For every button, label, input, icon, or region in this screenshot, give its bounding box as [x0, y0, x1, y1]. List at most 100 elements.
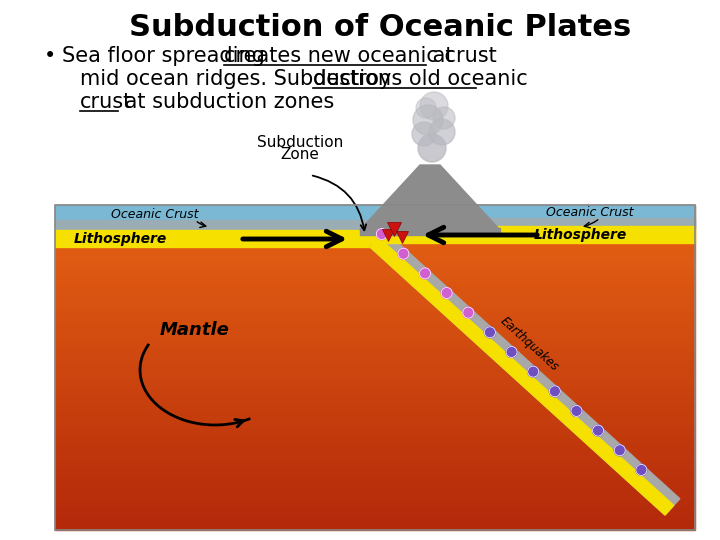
- Circle shape: [416, 98, 436, 118]
- Polygon shape: [55, 476, 695, 481]
- Polygon shape: [55, 243, 695, 248]
- Text: destroys old oceanic: destroys old oceanic: [313, 69, 528, 89]
- Text: Subduction: Subduction: [257, 135, 343, 150]
- Circle shape: [571, 406, 582, 416]
- Circle shape: [528, 366, 539, 377]
- Polygon shape: [370, 231, 680, 515]
- Circle shape: [485, 327, 495, 338]
- Polygon shape: [55, 254, 695, 259]
- Circle shape: [463, 307, 474, 318]
- Polygon shape: [55, 508, 695, 514]
- Polygon shape: [55, 356, 695, 362]
- Polygon shape: [55, 406, 695, 411]
- Polygon shape: [55, 443, 695, 449]
- Text: •: •: [44, 46, 56, 66]
- Polygon shape: [55, 519, 695, 524]
- Text: crust: crust: [80, 92, 132, 112]
- Text: Earthquakes: Earthquakes: [498, 315, 562, 374]
- Polygon shape: [55, 346, 695, 351]
- Polygon shape: [370, 218, 695, 228]
- Text: Lithosphere: Lithosphere: [73, 232, 166, 246]
- Circle shape: [636, 464, 647, 475]
- Polygon shape: [55, 205, 695, 211]
- Polygon shape: [55, 308, 695, 313]
- Polygon shape: [55, 503, 695, 508]
- Polygon shape: [55, 211, 695, 216]
- Polygon shape: [55, 281, 695, 286]
- Polygon shape: [55, 427, 695, 433]
- Polygon shape: [55, 514, 695, 519]
- Circle shape: [413, 105, 443, 135]
- Text: Oceanic Crust: Oceanic Crust: [112, 207, 199, 220]
- Polygon shape: [55, 319, 695, 324]
- Circle shape: [398, 248, 409, 259]
- Polygon shape: [55, 324, 695, 329]
- Circle shape: [506, 347, 517, 357]
- Polygon shape: [55, 270, 695, 275]
- Polygon shape: [55, 470, 695, 476]
- Polygon shape: [55, 238, 695, 243]
- Circle shape: [377, 228, 387, 240]
- Polygon shape: [55, 275, 695, 281]
- Polygon shape: [55, 292, 695, 297]
- Text: Sea floor spreading: Sea floor spreading: [62, 46, 271, 66]
- Polygon shape: [55, 302, 695, 308]
- Polygon shape: [55, 487, 695, 492]
- Polygon shape: [55, 454, 695, 460]
- Circle shape: [418, 134, 446, 162]
- Polygon shape: [370, 205, 695, 228]
- Text: Subduction of Oceanic Plates: Subduction of Oceanic Plates: [129, 14, 631, 43]
- Circle shape: [429, 119, 455, 145]
- Polygon shape: [55, 384, 695, 389]
- Polygon shape: [55, 373, 695, 379]
- Polygon shape: [55, 497, 695, 503]
- Circle shape: [549, 386, 560, 397]
- Text: at: at: [426, 46, 454, 66]
- Polygon shape: [55, 230, 370, 247]
- Circle shape: [441, 287, 452, 299]
- Polygon shape: [55, 227, 695, 232]
- Polygon shape: [55, 313, 695, 319]
- Polygon shape: [55, 422, 695, 427]
- Polygon shape: [55, 362, 695, 368]
- Circle shape: [614, 445, 625, 456]
- Polygon shape: [55, 286, 695, 292]
- Polygon shape: [370, 226, 695, 243]
- Polygon shape: [55, 232, 695, 238]
- Polygon shape: [55, 368, 695, 373]
- Polygon shape: [55, 481, 695, 487]
- Polygon shape: [55, 416, 695, 422]
- Polygon shape: [55, 297, 695, 302]
- Polygon shape: [55, 389, 695, 395]
- Polygon shape: [55, 329, 695, 335]
- Polygon shape: [55, 216, 695, 221]
- Polygon shape: [55, 395, 695, 400]
- Polygon shape: [370, 238, 674, 515]
- Polygon shape: [55, 379, 695, 384]
- Text: creates new oceanic crust: creates new oceanic crust: [224, 46, 497, 66]
- Polygon shape: [55, 220, 370, 230]
- Text: Oceanic Crust: Oceanic Crust: [546, 206, 634, 219]
- Polygon shape: [55, 465, 695, 470]
- Polygon shape: [55, 259, 695, 265]
- Polygon shape: [360, 165, 500, 230]
- Polygon shape: [55, 205, 370, 230]
- Polygon shape: [55, 438, 695, 443]
- Circle shape: [420, 268, 431, 279]
- Polygon shape: [55, 492, 695, 497]
- Circle shape: [420, 92, 448, 120]
- Text: at subduction zones: at subduction zones: [118, 92, 334, 112]
- Polygon shape: [55, 524, 695, 530]
- Polygon shape: [55, 340, 695, 346]
- Polygon shape: [55, 449, 695, 454]
- Polygon shape: [55, 248, 695, 254]
- Polygon shape: [360, 228, 500, 235]
- Polygon shape: [55, 433, 695, 438]
- Polygon shape: [55, 411, 695, 416]
- Text: Zone: Zone: [281, 147, 320, 162]
- Polygon shape: [55, 460, 695, 465]
- Polygon shape: [55, 221, 695, 227]
- Text: Lithosphere: Lithosphere: [534, 227, 626, 241]
- Polygon shape: [55, 335, 695, 340]
- Polygon shape: [55, 400, 695, 406]
